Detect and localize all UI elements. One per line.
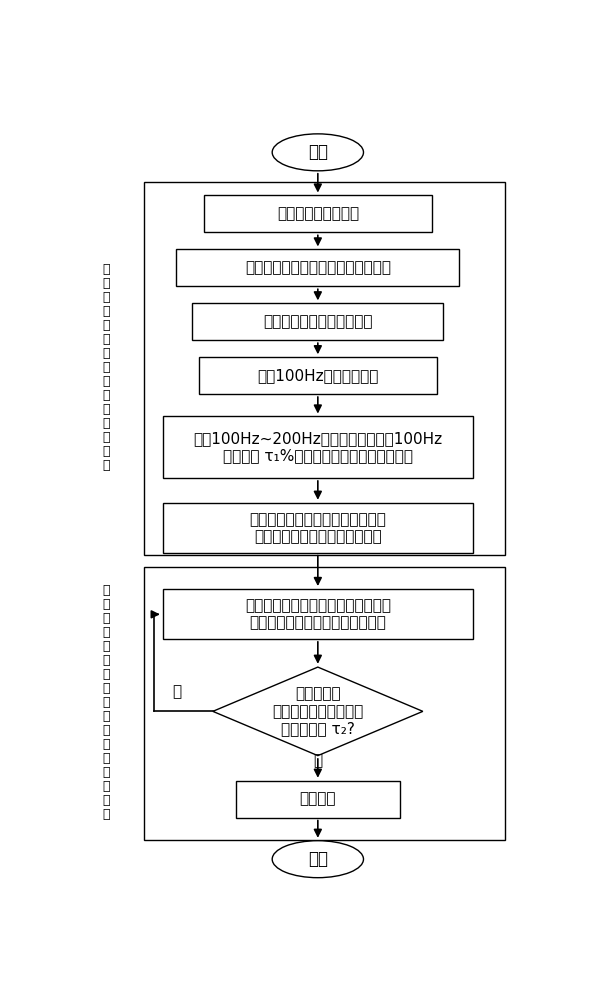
FancyBboxPatch shape <box>163 416 473 478</box>
FancyBboxPatch shape <box>192 303 444 340</box>
Text: 结束: 结束 <box>308 850 328 868</box>
FancyBboxPatch shape <box>176 249 459 286</box>
Text: 采集变压器负载电流: 采集变压器负载电流 <box>277 206 359 221</box>
FancyBboxPatch shape <box>163 589 473 639</box>
Text: 提取100Hz振动分量幅値: 提取100Hz振动分量幅値 <box>257 368 379 383</box>
Ellipse shape <box>272 134 363 171</box>
Text: 提取100Hz~200Hz频率内、幅値大于100Hz
振动分量 τ₁%的频谱曲线峰値对应的频率値: 提取100Hz~200Hz频率内、幅値大于100Hz 振动分量 τ₁%的频谱曲线… <box>193 431 442 463</box>
Text: 变
压
器
绕
组
轴
向
压
紧
状
态
在
线
监
测
步
骤: 变 压 器 绕 组 轴 向 压 紧 状 态 在 线 监 测 步 骤 <box>102 584 110 821</box>
FancyBboxPatch shape <box>204 195 432 232</box>
Text: 相同负载电
流下特征频率减小値超
过故障阈値 τ₂?: 相同负载电 流下特征频率减小値超 过故障阈値 τ₂? <box>272 686 363 736</box>
Text: 是: 是 <box>313 753 322 768</box>
Text: 否: 否 <box>172 684 181 699</box>
Text: 绕组松动: 绕组松动 <box>300 792 336 807</box>
FancyBboxPatch shape <box>144 182 505 555</box>
Text: 正
常
电
力
变
压
器
负
载
运
行
时
的
步
骤: 正 常 电 力 变 压 器 负 载 运 行 时 的 步 骤 <box>102 263 110 472</box>
FancyBboxPatch shape <box>163 503 473 553</box>
Ellipse shape <box>272 841 363 878</box>
FancyBboxPatch shape <box>144 567 505 840</box>
Text: 建立随着负载电流增大而减小的特
征频率分量与负载电流的关系库: 建立随着负载电流增大而减小的特 征频率分量与负载电流的关系库 <box>249 512 386 544</box>
FancyBboxPatch shape <box>236 781 400 818</box>
Text: 振动信号降噪后僅立叶变换: 振动信号降噪后僅立叶变换 <box>263 314 373 329</box>
Text: 采集变压器油箋绕组上表面振动信号: 采集变压器油箋绕组上表面振动信号 <box>245 260 391 275</box>
Text: 开始: 开始 <box>308 143 328 161</box>
Polygon shape <box>213 667 423 756</box>
Text: 重新建立随着负载电流增大而减小的
特征频率分量与负载电流的关系库: 重新建立随着负载电流增大而减小的 特征频率分量与负载电流的关系库 <box>245 598 391 631</box>
FancyBboxPatch shape <box>199 357 436 394</box>
